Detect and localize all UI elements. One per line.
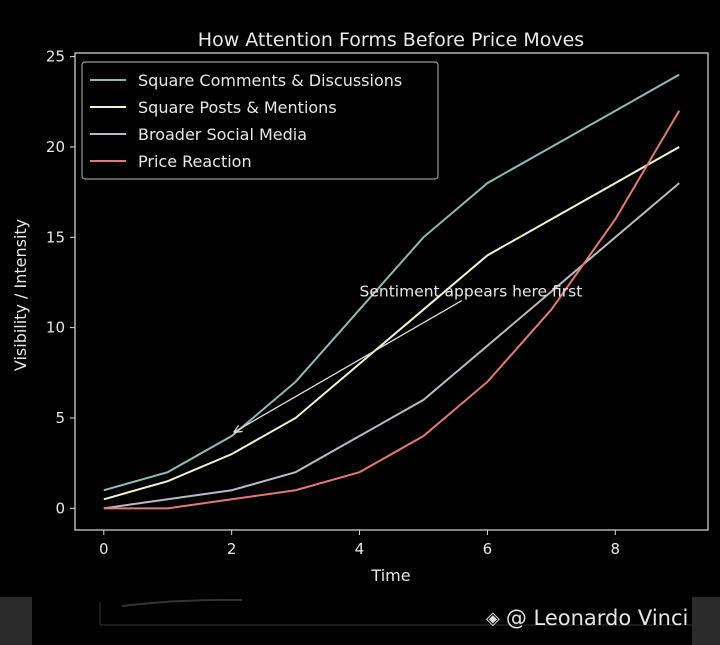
x-tick-label: 8 [611, 540, 621, 558]
x-tick-label: 4 [355, 540, 365, 558]
watermark: ◈ @ Leonardo Vinci [486, 606, 688, 630]
legend-label: Square Posts & Mentions [138, 98, 337, 117]
series-line [103, 73, 680, 492]
x-tick-label: 0 [99, 540, 109, 558]
y-tick-label: 0 [55, 499, 65, 517]
arrow-head-icon [233, 425, 243, 434]
y-tick-label: 25 [46, 48, 65, 66]
legend: Square Comments & Discussions Square Post… [81, 61, 439, 180]
y-tick-label: 10 [46, 319, 65, 337]
annotation-text: Sentiment appears here first [360, 283, 583, 301]
watermark-text: @ Leonardo Vinci [505, 606, 689, 630]
plot-area [74, 52, 709, 531]
legend-label: Broader Social Media [138, 125, 307, 144]
y-tick-label: 15 [46, 228, 65, 246]
x-tick-label: 6 [483, 540, 493, 558]
y-tick-label: 5 [55, 409, 65, 427]
y-tick-label: 20 [46, 138, 65, 156]
line-chart: How Attention Forms Before Price Moves 0… [11, 29, 709, 585]
legend-label: Price Reaction [138, 152, 252, 171]
x-axis-label: Time [370, 566, 410, 585]
x-tick-label: 2 [227, 540, 237, 558]
chart-title: How Attention Forms Before Price Moves [198, 29, 584, 51]
y-axis-label: Visibility / Intensity [11, 219, 30, 371]
annotation-arrow [233, 299, 463, 433]
series-line [103, 110, 681, 510]
series-line [103, 146, 680, 501]
left-margin-bar [0, 597, 32, 645]
binance-logo-icon: ◈ [486, 607, 500, 629]
ghost-axis [99, 598, 692, 626]
right-margin-bar [692, 597, 720, 645]
legend-label: Square Comments & Discussions [138, 71, 402, 90]
